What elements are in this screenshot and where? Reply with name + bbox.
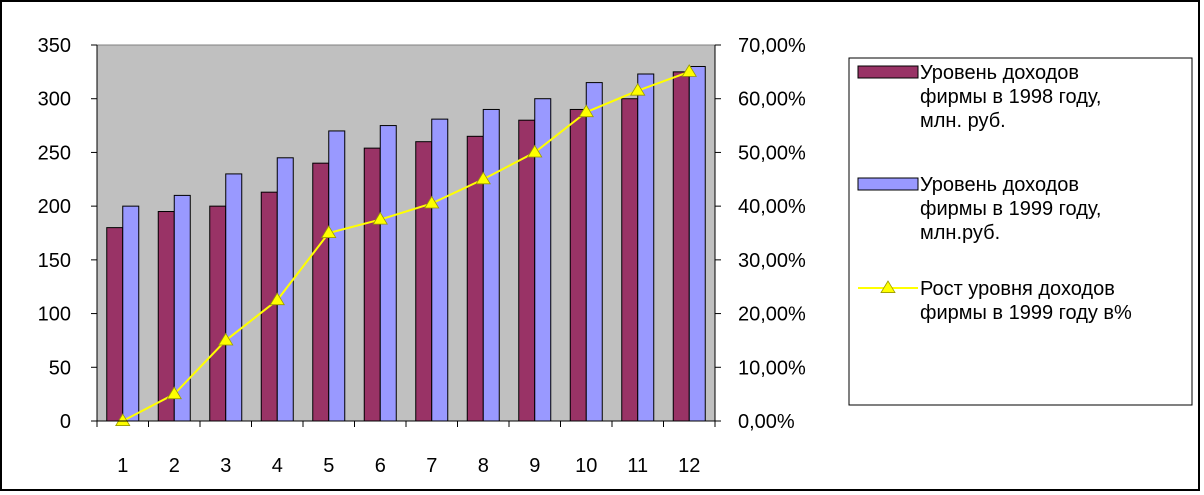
legend-label-series-2: Уровень доходов — [920, 174, 1079, 196]
bar-series-2-cat-1 — [122, 205, 140, 422]
x-tick-label: 10 — [575, 455, 597, 477]
bar-series-1-cat-5 — [312, 162, 330, 422]
x-tick-label: 1 — [117, 455, 128, 477]
bar-series-1-cat-10 — [569, 108, 587, 422]
line-marker-cat-7 — [424, 195, 440, 209]
legend-label-series-3: Рост уровня доходов — [920, 278, 1115, 300]
x-tick-label: 8 — [478, 455, 489, 477]
x-tick-label: 7 — [426, 455, 437, 477]
line-series-path — [122, 70, 690, 422]
line-marker-cat-10 — [578, 104, 594, 118]
bar-series-1-cat-1 — [106, 227, 124, 422]
bar-series-2-cat-7 — [431, 118, 449, 422]
right-tick-label: 10,00% — [738, 357, 806, 379]
line-marker-cat-8 — [475, 171, 491, 185]
legend-label-series-1: млн. руб. — [920, 110, 1006, 132]
right-tick-label: 50,00% — [738, 142, 806, 164]
bar-series-1-cat-7 — [415, 141, 433, 422]
legend-swatch-series-1 — [857, 65, 919, 79]
bar-series-2-cat-5 — [328, 130, 346, 422]
bar-series-1-cat-12 — [672, 71, 690, 422]
legend-label-series-1: фирмы в 1998 году, — [920, 86, 1101, 108]
line-marker-cat-9 — [527, 144, 543, 158]
x-tick-label: 11 — [627, 455, 648, 477]
bar-series-1-cat-3 — [209, 205, 227, 422]
right-tick-label: 60,00% — [738, 89, 806, 111]
legend-box — [848, 57, 1193, 406]
left-tick-label: 300 — [38, 89, 71, 111]
left-tick-label: 100 — [38, 304, 71, 326]
left-tick-label: 0 — [60, 411, 71, 433]
bar-series-2-cat-6 — [379, 125, 397, 422]
legend-label-series-1: Уровень доходов — [920, 62, 1079, 84]
left-tick-label: 350 — [38, 35, 71, 57]
line-marker-cat-3 — [218, 332, 234, 346]
legend-marker-swatch — [880, 280, 896, 293]
axes-group: 0 50 100 150 200 250 300 350 0,00% 10,00% 20,00% 30… — [38, 35, 806, 477]
bar-series-1-cat-2 — [157, 211, 175, 422]
left-tick-label: 50 — [49, 357, 71, 379]
right-tick-label: 20,00% — [738, 304, 806, 326]
bar-series-2-cat-11 — [637, 73, 655, 422]
x-tick-label: 6 — [375, 455, 386, 477]
bar-series-1-cat-11 — [621, 98, 639, 422]
right-tick-label: 0,00% — [738, 411, 795, 433]
line-marker-cat-4 — [269, 292, 285, 306]
x-tick-label: 4 — [272, 455, 283, 477]
bar-series-1-cat-9 — [518, 119, 536, 422]
left-tick-label: 250 — [38, 142, 71, 164]
legend-label-series-2: фирмы в 1999 году, — [920, 198, 1101, 220]
left-tick-label: 200 — [38, 196, 71, 218]
line-marker-cat-12 — [681, 64, 697, 77]
x-tick-label: 5 — [323, 455, 334, 477]
right-tick-label: 70,00% — [738, 35, 806, 57]
line-marker-cat-1 — [115, 413, 131, 426]
bar-series-2-cat-3 — [225, 173, 243, 422]
bar-series-2-cat-10 — [585, 82, 603, 422]
plot-area — [96, 44, 716, 422]
legend-label-series-3: фирмы в 1999 году в% — [920, 302, 1132, 324]
line-marker-cat-5 — [321, 225, 337, 238]
right-tick-label: 30,00% — [738, 250, 806, 272]
bar-series-2-cat-8 — [482, 108, 500, 422]
left-tick-label: 150 — [38, 250, 71, 272]
bar-series-2-cat-12 — [688, 65, 706, 422]
x-tick-label: 2 — [169, 455, 180, 477]
line-marker-cat-11 — [630, 82, 646, 96]
right-tick-label: 40,00% — [738, 196, 806, 218]
legend-swatch-series-2 — [857, 177, 919, 191]
line-marker-cat-6 — [372, 211, 388, 225]
line-series-group — [115, 64, 697, 426]
x-tick-label: 9 — [529, 455, 540, 477]
x-tick-label: 3 — [220, 455, 231, 477]
x-tick-label: 12 — [678, 455, 700, 477]
bar-series-1-cat-6 — [363, 147, 381, 422]
line-marker-cat-2 — [166, 386, 182, 400]
legend-label-series-2: млн.руб. — [920, 222, 1000, 244]
